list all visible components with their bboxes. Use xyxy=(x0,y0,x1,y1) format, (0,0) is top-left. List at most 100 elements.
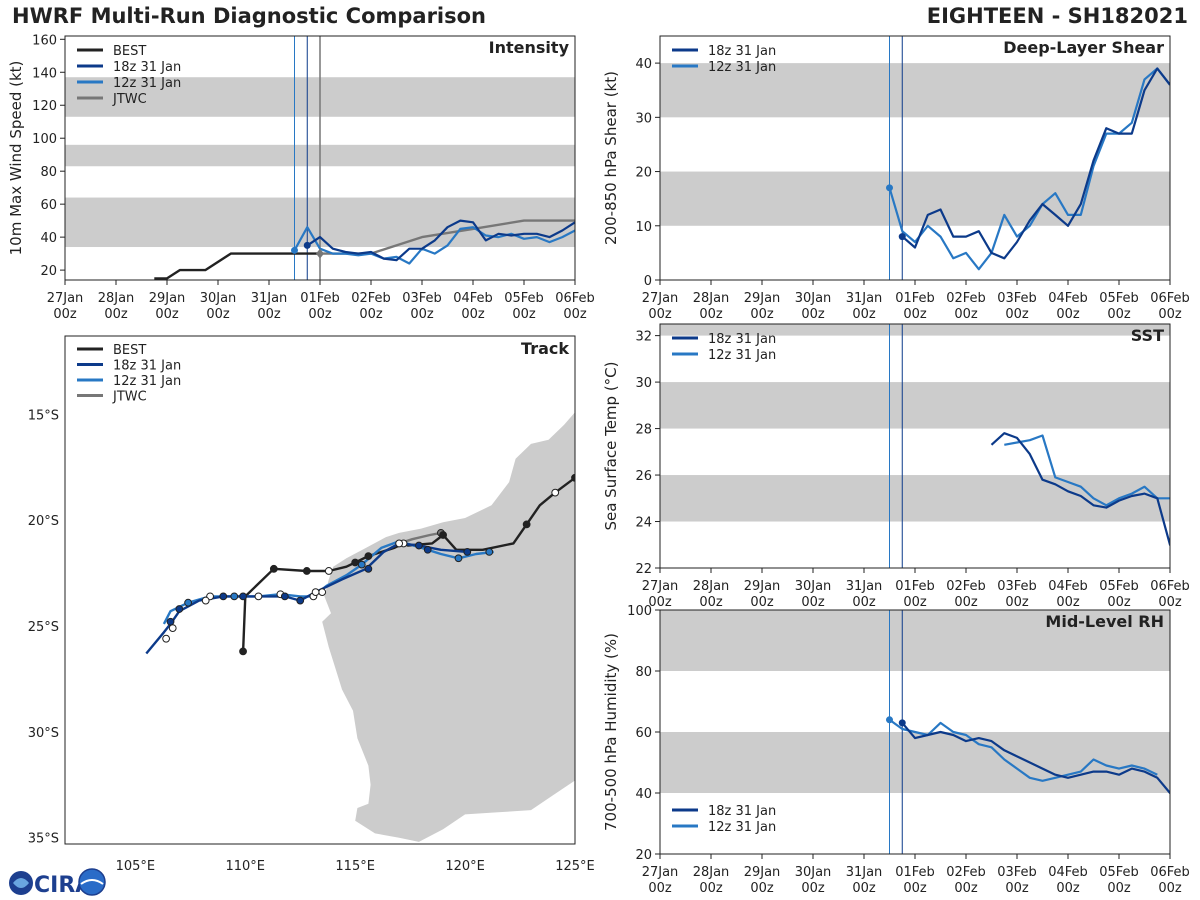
sst-series xyxy=(990,432,1170,547)
rh-band xyxy=(660,732,1170,793)
intensity-x-tick-label: 04Feb xyxy=(453,291,493,306)
sst-x-tick-sublabel: 00z xyxy=(852,595,876,610)
sst-x-tick-label: 03Feb xyxy=(997,579,1037,594)
track-point-run18 xyxy=(311,588,320,597)
intensity-x-tick-label: 05Feb xyxy=(504,291,544,306)
rh-marker-run18 xyxy=(898,719,906,727)
rh-x-tick-label: 29Jan xyxy=(744,865,781,880)
rh-x-tick-label: 05Feb xyxy=(1099,865,1139,880)
intensity-marker-run12 xyxy=(291,246,298,254)
shear-x-tick-label: 30Jan xyxy=(795,291,832,306)
sst-x-tick-sublabel: 00z xyxy=(1056,595,1080,610)
rh-marker-run12 xyxy=(886,716,893,724)
rh-x-tick-sublabel: 00z xyxy=(699,881,723,896)
sst-x-tick-label: 31Jan xyxy=(846,579,883,594)
rh-x-tick-sublabel: 00z xyxy=(1005,881,1029,896)
track-point-run18 xyxy=(162,634,171,643)
intensity-x-tick-sublabel: 00z xyxy=(410,307,434,322)
shear-series-run18 xyxy=(901,67,1170,260)
sst-y-tick-label: 30 xyxy=(635,376,652,391)
sst-x-tick-label: 04Feb xyxy=(1048,579,1088,594)
track-series xyxy=(145,473,575,656)
shear-x-tick-sublabel: 00z xyxy=(1107,307,1131,322)
intensity-y-tick-label: 140 xyxy=(32,66,57,81)
track-y-tick-label: 25°S xyxy=(28,620,59,635)
track-point-run18 xyxy=(463,548,472,556)
rh-x-tick-sublabel: 00z xyxy=(801,881,825,896)
track-legend-label-run18: 18z 31 Jan xyxy=(113,359,181,374)
rh-x-tick-label: 31Jan xyxy=(846,865,883,880)
shear-x-tick-label: 28Jan xyxy=(693,291,730,306)
shear-x-tick-label: 01Feb xyxy=(895,291,935,306)
intensity-y-tick-label: 120 xyxy=(32,99,57,114)
rh-series xyxy=(886,716,1170,795)
rh-y-tick-label: 40 xyxy=(635,787,652,802)
rh-x-tick-label: 02Feb xyxy=(946,865,986,880)
sst-x-tick-sublabel: 00z xyxy=(954,595,978,610)
sst-x-tick-label: 05Feb xyxy=(1099,579,1139,594)
track-x-tick-label: 110°E xyxy=(225,859,265,874)
track-point-run18 xyxy=(175,605,184,613)
intensity-legend-label-best: BEST xyxy=(113,44,146,59)
intensity-x-tick-sublabel: 00z xyxy=(563,307,587,322)
sst-y-tick-label: 32 xyxy=(635,330,652,345)
intensity-x-tick-label: 01Feb xyxy=(300,291,340,306)
shear-band xyxy=(660,63,1170,118)
rh-band xyxy=(660,610,1170,671)
track-point-best xyxy=(364,552,373,561)
track-point-best xyxy=(351,558,360,567)
sst-x-tick-sublabel: 00z xyxy=(648,595,672,610)
rh-series-run18 xyxy=(901,722,1170,795)
logo-swirl-icon xyxy=(13,878,29,888)
intensity-x-tick-sublabel: 00z xyxy=(257,307,281,322)
rh-bands xyxy=(660,610,1170,793)
sst-x-tick-label: 06Feb xyxy=(1150,579,1190,594)
rh-x-axis: 27Jan00z28Jan00z29Jan00z30Jan00z31Jan00z… xyxy=(642,854,1190,896)
rh-panel-title: Mid-Level RH xyxy=(1045,612,1164,631)
sst-x-tick-label: 29Jan xyxy=(744,579,781,594)
rh-x-tick-label: 01Feb xyxy=(895,865,935,880)
rh-legend-label-run12: 12z 31 Jan xyxy=(708,820,776,835)
shear-y-axis: 0 10 20 30 40 200-850 hPa Shear (kt) xyxy=(602,57,660,289)
rh-run-lines xyxy=(889,610,903,854)
shear-x-tick-sublabel: 00z xyxy=(954,307,978,322)
track-y-tick-label: 20°S xyxy=(28,514,59,529)
shear-x-tick-sublabel: 00z xyxy=(1158,307,1182,322)
rh-x-tick-sublabel: 00z xyxy=(1158,881,1182,896)
intensity-x-tick-label: 06Feb xyxy=(555,291,595,306)
sst-band xyxy=(660,382,1170,429)
track-point-best xyxy=(269,564,278,573)
shear-x-tick-label: 04Feb xyxy=(1048,291,1088,306)
sst-x-tick-sublabel: 00z xyxy=(1107,595,1131,610)
sst-x-tick-label: 27Jan xyxy=(642,579,679,594)
track-point-best xyxy=(324,567,333,575)
intensity-run-lines xyxy=(294,36,321,280)
rh-y-tick-label: 100 xyxy=(627,604,652,619)
rh-x-tick-label: 06Feb xyxy=(1150,865,1190,880)
intensity-y-axis: 20 40 60 80 100 120 140 160 10m Max Wind Speed (… xyxy=(7,33,65,279)
track-point-best xyxy=(551,488,560,497)
sst-x-tick-label: 01Feb xyxy=(895,579,935,594)
intensity-x-tick-label: 29Jan xyxy=(149,291,186,306)
intensity-series-best xyxy=(154,252,320,280)
intensity-legend-label-jtwc: JTWC xyxy=(112,92,147,107)
intensity-x-tick-label: 28Jan xyxy=(98,291,135,306)
sst-legend-label-run18: 18z 31 Jan xyxy=(708,332,776,347)
shear-series xyxy=(886,67,1170,271)
sst-y-tick-label: 22 xyxy=(635,562,652,577)
sst-y-axis: 22 24 26 28 30 32 Sea Surface Temp (°C) xyxy=(602,330,660,577)
track-point-run18 xyxy=(296,596,305,605)
intensity-y-tick-label: 20 xyxy=(40,264,57,279)
intensity-x-tick-label: 03Feb xyxy=(402,291,442,306)
sst-x-tick-sublabel: 00z xyxy=(1005,595,1029,610)
track-point-best xyxy=(439,531,448,539)
sst-x-tick-label: 30Jan xyxy=(795,579,832,594)
rh-y-tick-label: 60 xyxy=(635,726,652,741)
sst-x-axis: 27Jan00z28Jan00z29Jan00z30Jan00z31Jan00z… xyxy=(642,568,1190,610)
sst-y-tick-label: 28 xyxy=(635,423,652,438)
sst-series-run18 xyxy=(990,432,1170,547)
sst-y-tick-label: 24 xyxy=(635,516,652,531)
